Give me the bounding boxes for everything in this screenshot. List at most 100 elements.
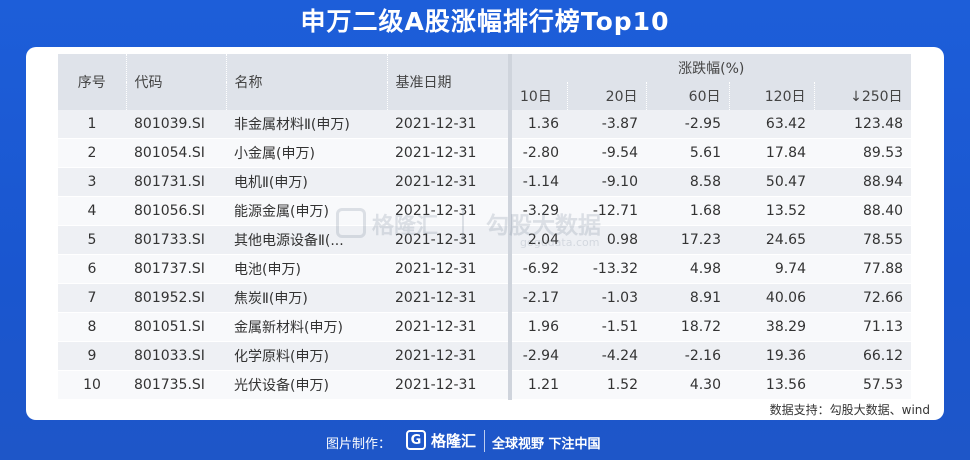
col-header-20d[interactable]: 20日 [567, 82, 647, 110]
brand-logo-icon: G [406, 430, 426, 450]
cell-d120: 19.36 [729, 341, 814, 371]
cell-d250: 66.12 [814, 341, 912, 371]
table-row[interactable]: 5 801733.SI 其他电源设备Ⅱ(... 2021-12-31 2.04 0.98 1… [58, 225, 912, 255]
table-row[interactable]: 8 801051.SI 金属新材料(申万) 2021-12-31 1.96 -1.51 18… [58, 312, 912, 342]
cell-index: 4 [58, 196, 126, 226]
cell-code: 801054.SI [126, 138, 226, 168]
cell-name: 电池(申万) [226, 254, 387, 284]
col-header-120d[interactable]: 120日 [729, 82, 815, 110]
footer-divider [484, 430, 485, 452]
col-header-date[interactable]: 基准日期 [387, 54, 511, 110]
cell-code: 801735.SI [126, 370, 226, 400]
cell-d10: 2.04 [508, 225, 567, 255]
col-header-index[interactable]: 序号 [58, 54, 127, 110]
table-row[interactable]: 7 801952.SI 焦炭Ⅱ(申万) 2021-12-31 -2.17 -1.03 8.9… [58, 283, 912, 313]
cell-d250: 72.66 [814, 283, 912, 313]
cell-date: 2021-12-31 [387, 138, 510, 168]
table-row[interactable]: 6 801737.SI 电池(申万) 2021-12-31 -6.92 -13.32 4.9… [58, 254, 912, 284]
cell-d10: 1.36 [508, 110, 567, 139]
cell-d60: 8.91 [646, 283, 729, 313]
cell-d120: 38.29 [729, 312, 814, 342]
cell-index: 1 [58, 110, 126, 139]
cell-d20: -9.10 [567, 167, 646, 197]
ranking-table: 序号 代码 名称 基准日期 涨跌幅(%) 10日 20日 60日 120日 ↓2… [58, 54, 912, 400]
cell-d10: -6.92 [508, 254, 567, 284]
col-header-60d[interactable]: 60日 [646, 82, 730, 110]
cell-date: 2021-12-31 [387, 341, 510, 371]
footer-credit: 图片制作： [326, 437, 392, 452]
cell-d10: -2.80 [508, 138, 567, 168]
cell-name: 金属新材料(申万) [226, 312, 387, 342]
cell-d120: 13.56 [729, 370, 814, 400]
cell-date: 2021-12-31 [387, 196, 510, 226]
header-row-1: 序号 代码 名称 基准日期 涨跌幅(%) [58, 54, 912, 110]
cell-date: 2021-12-31 [387, 370, 510, 400]
footer-slogan: 全球视野 下注中国 [492, 437, 601, 452]
cell-d120: 9.74 [729, 254, 814, 284]
table-row[interactable]: 10 801735.SI 光伏设备(申万) 2021-12-31 1.21 1.52 4.3… [58, 370, 912, 400]
cell-d120: 17.84 [729, 138, 814, 168]
cell-d10: 1.21 [508, 370, 567, 400]
cell-d120: 13.52 [729, 196, 814, 226]
source-note: 数据支持：勾股大数据、wind [769, 403, 930, 417]
cell-name: 电机Ⅱ(申万) [226, 167, 387, 197]
col-header-250d-sorted[interactable]: ↓250日 [814, 82, 912, 110]
cell-d120: 24.65 [729, 225, 814, 255]
cell-index: 8 [58, 312, 126, 342]
cell-d60: 1.68 [646, 196, 729, 226]
table-row[interactable]: 9 801033.SI 化学原料(申万) 2021-12-31 -2.94 -4.24 -2… [58, 341, 912, 371]
cell-date: 2021-12-31 [387, 225, 510, 255]
cell-d60: 18.72 [646, 312, 729, 342]
cell-date: 2021-12-31 [387, 312, 510, 342]
cell-code: 801737.SI [126, 254, 226, 284]
col-header-code[interactable]: 代码 [126, 54, 227, 110]
cell-d60: 8.58 [646, 167, 729, 197]
footer-logo: G 格隆汇 [406, 428, 476, 452]
cell-index: 2 [58, 138, 126, 168]
brand-logo-text: 格隆汇 [431, 431, 477, 450]
cell-code: 801952.SI [126, 283, 226, 313]
cell-d120: 50.47 [729, 167, 814, 197]
col-header-10d[interactable]: 10日 [508, 82, 568, 110]
cell-index: 7 [58, 283, 126, 313]
cell-name: 非金属材料Ⅱ(申万) [226, 110, 387, 139]
cell-d20: 0.98 [567, 225, 646, 255]
cell-d20: -12.71 [567, 196, 646, 226]
cell-d60: 5.61 [646, 138, 729, 168]
cell-d20: -3.87 [567, 110, 646, 139]
table-row[interactable]: 3 801731.SI 电机Ⅱ(申万) 2021-12-31 -1.14 -9.10 8.5… [58, 167, 912, 197]
cell-d120: 63.42 [729, 110, 814, 139]
cell-name: 光伏设备(申万) [226, 370, 387, 400]
col-header-name[interactable]: 名称 [226, 54, 388, 110]
cell-date: 2021-12-31 [387, 283, 510, 313]
cell-date: 2021-12-31 [387, 254, 510, 284]
cell-d10: -3.29 [508, 196, 567, 226]
cell-d60: -2.16 [646, 341, 729, 371]
cell-index: 3 [58, 167, 126, 197]
cell-code: 801039.SI [126, 110, 226, 139]
cell-d250: 88.94 [814, 167, 912, 197]
cell-d60: -2.95 [646, 110, 729, 139]
table-card: 序号 代码 名称 基准日期 涨跌幅(%) 10日 20日 60日 120日 ↓2… [26, 47, 944, 420]
cell-name: 化学原料(申万) [226, 341, 387, 371]
cell-d250: 57.53 [814, 370, 912, 400]
cell-d60: 17.23 [646, 225, 729, 255]
cell-name: 小金属(申万) [226, 138, 387, 168]
cell-d10: -1.14 [508, 167, 567, 197]
cell-index: 5 [58, 225, 126, 255]
cell-index: 10 [58, 370, 126, 400]
header-row-2: 10日 20日 60日 120日 ↓250日 [58, 82, 912, 110]
cell-index: 6 [58, 254, 126, 284]
cell-code: 801733.SI [126, 225, 226, 255]
cell-code: 801033.SI [126, 341, 226, 371]
cell-d10: -2.94 [508, 341, 567, 371]
cell-d20: -13.32 [567, 254, 646, 284]
cell-d60: 4.30 [646, 370, 729, 400]
cell-d250: 88.40 [814, 196, 912, 226]
cell-d250: 71.13 [814, 312, 912, 342]
cell-d20: -9.54 [567, 138, 646, 168]
table-row[interactable]: 2 801054.SI 小金属(申万) 2021-12-31 -2.80 -9.54 5.6… [58, 138, 912, 168]
table-row[interactable]: 4 801056.SI 能源金属(申万) 2021-12-31 -3.29 -12.71 1… [58, 196, 912, 226]
cell-d120: 40.06 [729, 283, 814, 313]
table-row[interactable]: 1 801039.SI 非金属材料Ⅱ(申万) 2021-12-31 1.36 -3.87-… [58, 110, 912, 139]
